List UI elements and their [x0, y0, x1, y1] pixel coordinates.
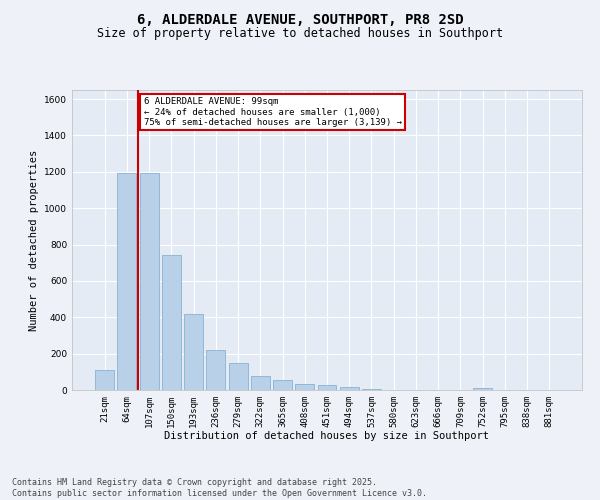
Bar: [206, 350, 225, 390]
Bar: [273, 380, 292, 390]
Text: 6, ALDERDALE AVENUE, SOUTHPORT, PR8 2SD: 6, ALDERDALE AVENUE, SOUTHPORT, PR8 2SD: [137, 12, 463, 26]
Bar: [340, 388, 359, 390]
Bar: [473, 388, 492, 390]
Bar: [317, 386, 337, 390]
Bar: [184, 314, 203, 390]
Text: Contains HM Land Registry data © Crown copyright and database right 2025.
Contai: Contains HM Land Registry data © Crown c…: [12, 478, 427, 498]
Text: Size of property relative to detached houses in Southport: Size of property relative to detached ho…: [97, 28, 503, 40]
Bar: [362, 389, 381, 390]
Bar: [95, 370, 114, 390]
Y-axis label: Number of detached properties: Number of detached properties: [29, 150, 38, 330]
Bar: [162, 256, 181, 390]
Bar: [295, 384, 314, 390]
Bar: [229, 362, 248, 390]
Bar: [251, 376, 270, 390]
Bar: [118, 172, 136, 390]
Text: 6 ALDERDALE AVENUE: 99sqm
← 24% of detached houses are smaller (1,000)
75% of se: 6 ALDERDALE AVENUE: 99sqm ← 24% of detac…: [143, 98, 401, 127]
Bar: [140, 172, 158, 390]
X-axis label: Distribution of detached houses by size in Southport: Distribution of detached houses by size …: [164, 432, 490, 442]
